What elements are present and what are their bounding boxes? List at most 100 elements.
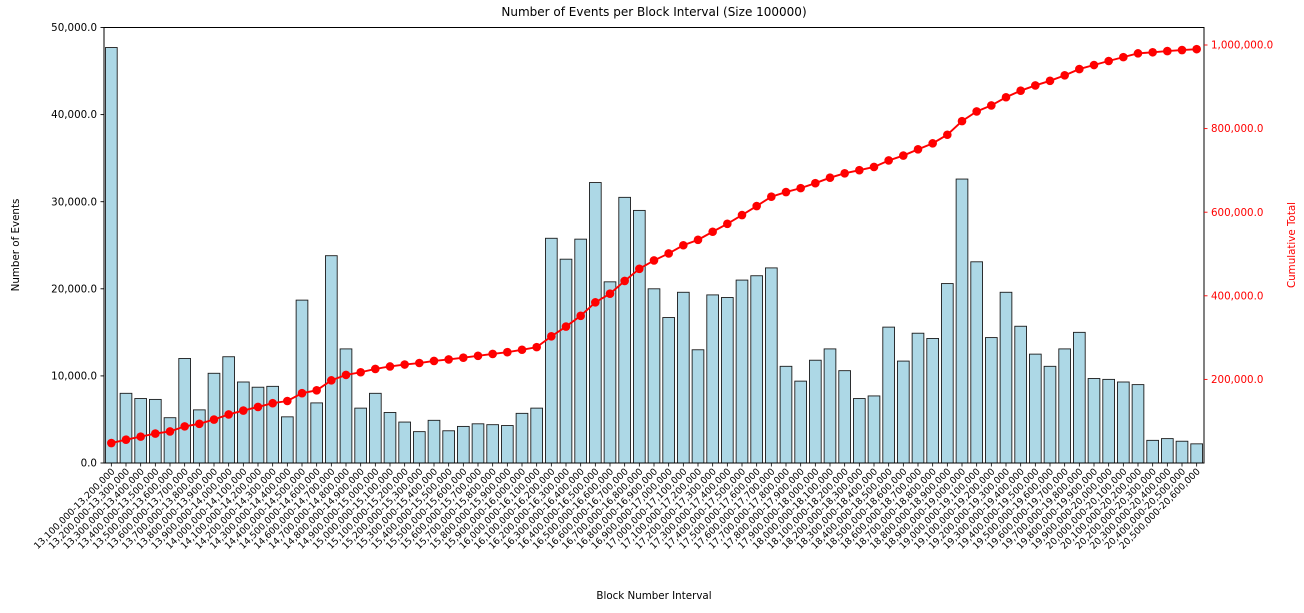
y-tick-label-left: 10,000.0 <box>51 371 97 383</box>
bar <box>1014 325 1027 464</box>
cumulative-point <box>972 107 981 116</box>
x-axis-title: Block Number Interval <box>596 590 711 602</box>
cumulative-point <box>297 388 307 398</box>
y-axis-title-right: Cumulative Total <box>1286 202 1298 288</box>
bar <box>999 291 1013 464</box>
y-tick-label-left: 0.0 <box>81 458 97 470</box>
cumulative-point <box>693 235 703 245</box>
cumulative-point <box>576 311 585 321</box>
cumulative-point <box>356 367 365 377</box>
cumulative-point <box>429 356 439 366</box>
cumulative-point <box>620 276 629 286</box>
y-tick-label-right: 200,000.0 <box>1211 374 1263 386</box>
bar <box>618 196 631 464</box>
bar <box>325 255 338 464</box>
cumulative-point <box>825 173 835 183</box>
bar <box>677 291 690 464</box>
bar <box>1102 378 1115 464</box>
bar <box>809 359 822 464</box>
bar <box>662 317 675 464</box>
bar <box>251 386 265 464</box>
cumulative-point <box>312 386 321 395</box>
bar <box>867 395 881 464</box>
bar <box>647 288 661 464</box>
bar <box>559 258 573 464</box>
bar <box>1146 439 1159 464</box>
cumulative-point <box>327 376 336 385</box>
bar <box>119 392 133 464</box>
cumulative-point <box>1177 45 1187 55</box>
cumulative-point <box>899 151 908 160</box>
bar <box>1087 378 1101 464</box>
bar <box>853 398 866 464</box>
cumulative-point <box>1045 76 1055 86</box>
bar <box>530 407 543 464</box>
axes-group: 0.0 10,000.0 20,000.0 30,000.0 40,000.0 50,00… <box>32 22 1273 552</box>
bar <box>515 412 529 464</box>
bar <box>691 349 705 464</box>
y-tick-label-right: 800,000.0 <box>1211 123 1263 135</box>
cumulative-point <box>239 406 248 415</box>
cumulative-point <box>737 210 747 220</box>
cumulative-point <box>591 298 600 307</box>
cumulative-line-group <box>107 44 1201 448</box>
y-tick-label-left: 40,000.0 <box>51 109 97 121</box>
cumulative-point <box>752 201 761 211</box>
bar <box>105 47 118 464</box>
bar <box>897 360 910 464</box>
bar <box>369 392 382 464</box>
y-axis-title-left: Number of Events <box>10 199 22 292</box>
bar <box>633 209 646 464</box>
cumulative-point <box>723 219 732 229</box>
cumulative-point <box>781 187 791 197</box>
bar <box>501 425 514 464</box>
cumulative-point <box>488 349 497 359</box>
cumulative-point <box>209 415 219 424</box>
cumulative-point <box>811 178 820 188</box>
cumulative-point <box>136 432 145 441</box>
bar <box>354 407 367 464</box>
bar <box>295 299 309 464</box>
cumulative-point <box>473 351 483 361</box>
cumulative-point <box>371 364 380 374</box>
bar <box>237 381 250 464</box>
cumulative-point <box>1148 47 1157 57</box>
bar <box>339 348 353 464</box>
cumulative-point <box>1163 46 1172 56</box>
bar <box>1190 443 1203 464</box>
bar <box>310 402 323 464</box>
bar <box>486 424 499 464</box>
cumulative-point <box>268 398 277 408</box>
cumulative-point <box>605 289 615 298</box>
cumulative-point <box>561 322 571 331</box>
bar <box>383 412 397 464</box>
cumulative-point <box>1089 60 1099 70</box>
cumulative-point <box>121 435 131 445</box>
bar <box>398 421 411 464</box>
bar <box>941 283 954 464</box>
bar <box>911 332 925 464</box>
cumulative-point <box>1016 86 1025 95</box>
bar <box>134 398 147 464</box>
cumulative-point <box>928 139 937 148</box>
cumulative-point <box>1192 44 1201 54</box>
cumulative-point <box>532 342 541 352</box>
bar <box>457 425 470 464</box>
bar <box>735 279 749 464</box>
cumulative-point <box>987 101 996 110</box>
y-tick-label-right: 600,000.0 <box>1211 207 1263 219</box>
bar <box>545 237 558 464</box>
bar <box>750 275 763 464</box>
cumulative-point <box>253 402 263 412</box>
bar <box>442 430 455 464</box>
bar <box>178 358 191 464</box>
bar <box>955 178 969 464</box>
cumulative-point <box>503 347 512 357</box>
bar <box>471 423 485 464</box>
cumulative-point <box>767 192 776 201</box>
bar <box>1161 438 1174 464</box>
bar <box>193 409 206 464</box>
y-tick-label-right: 1,000,000.0 <box>1211 40 1273 52</box>
cumulative-point <box>840 168 849 178</box>
